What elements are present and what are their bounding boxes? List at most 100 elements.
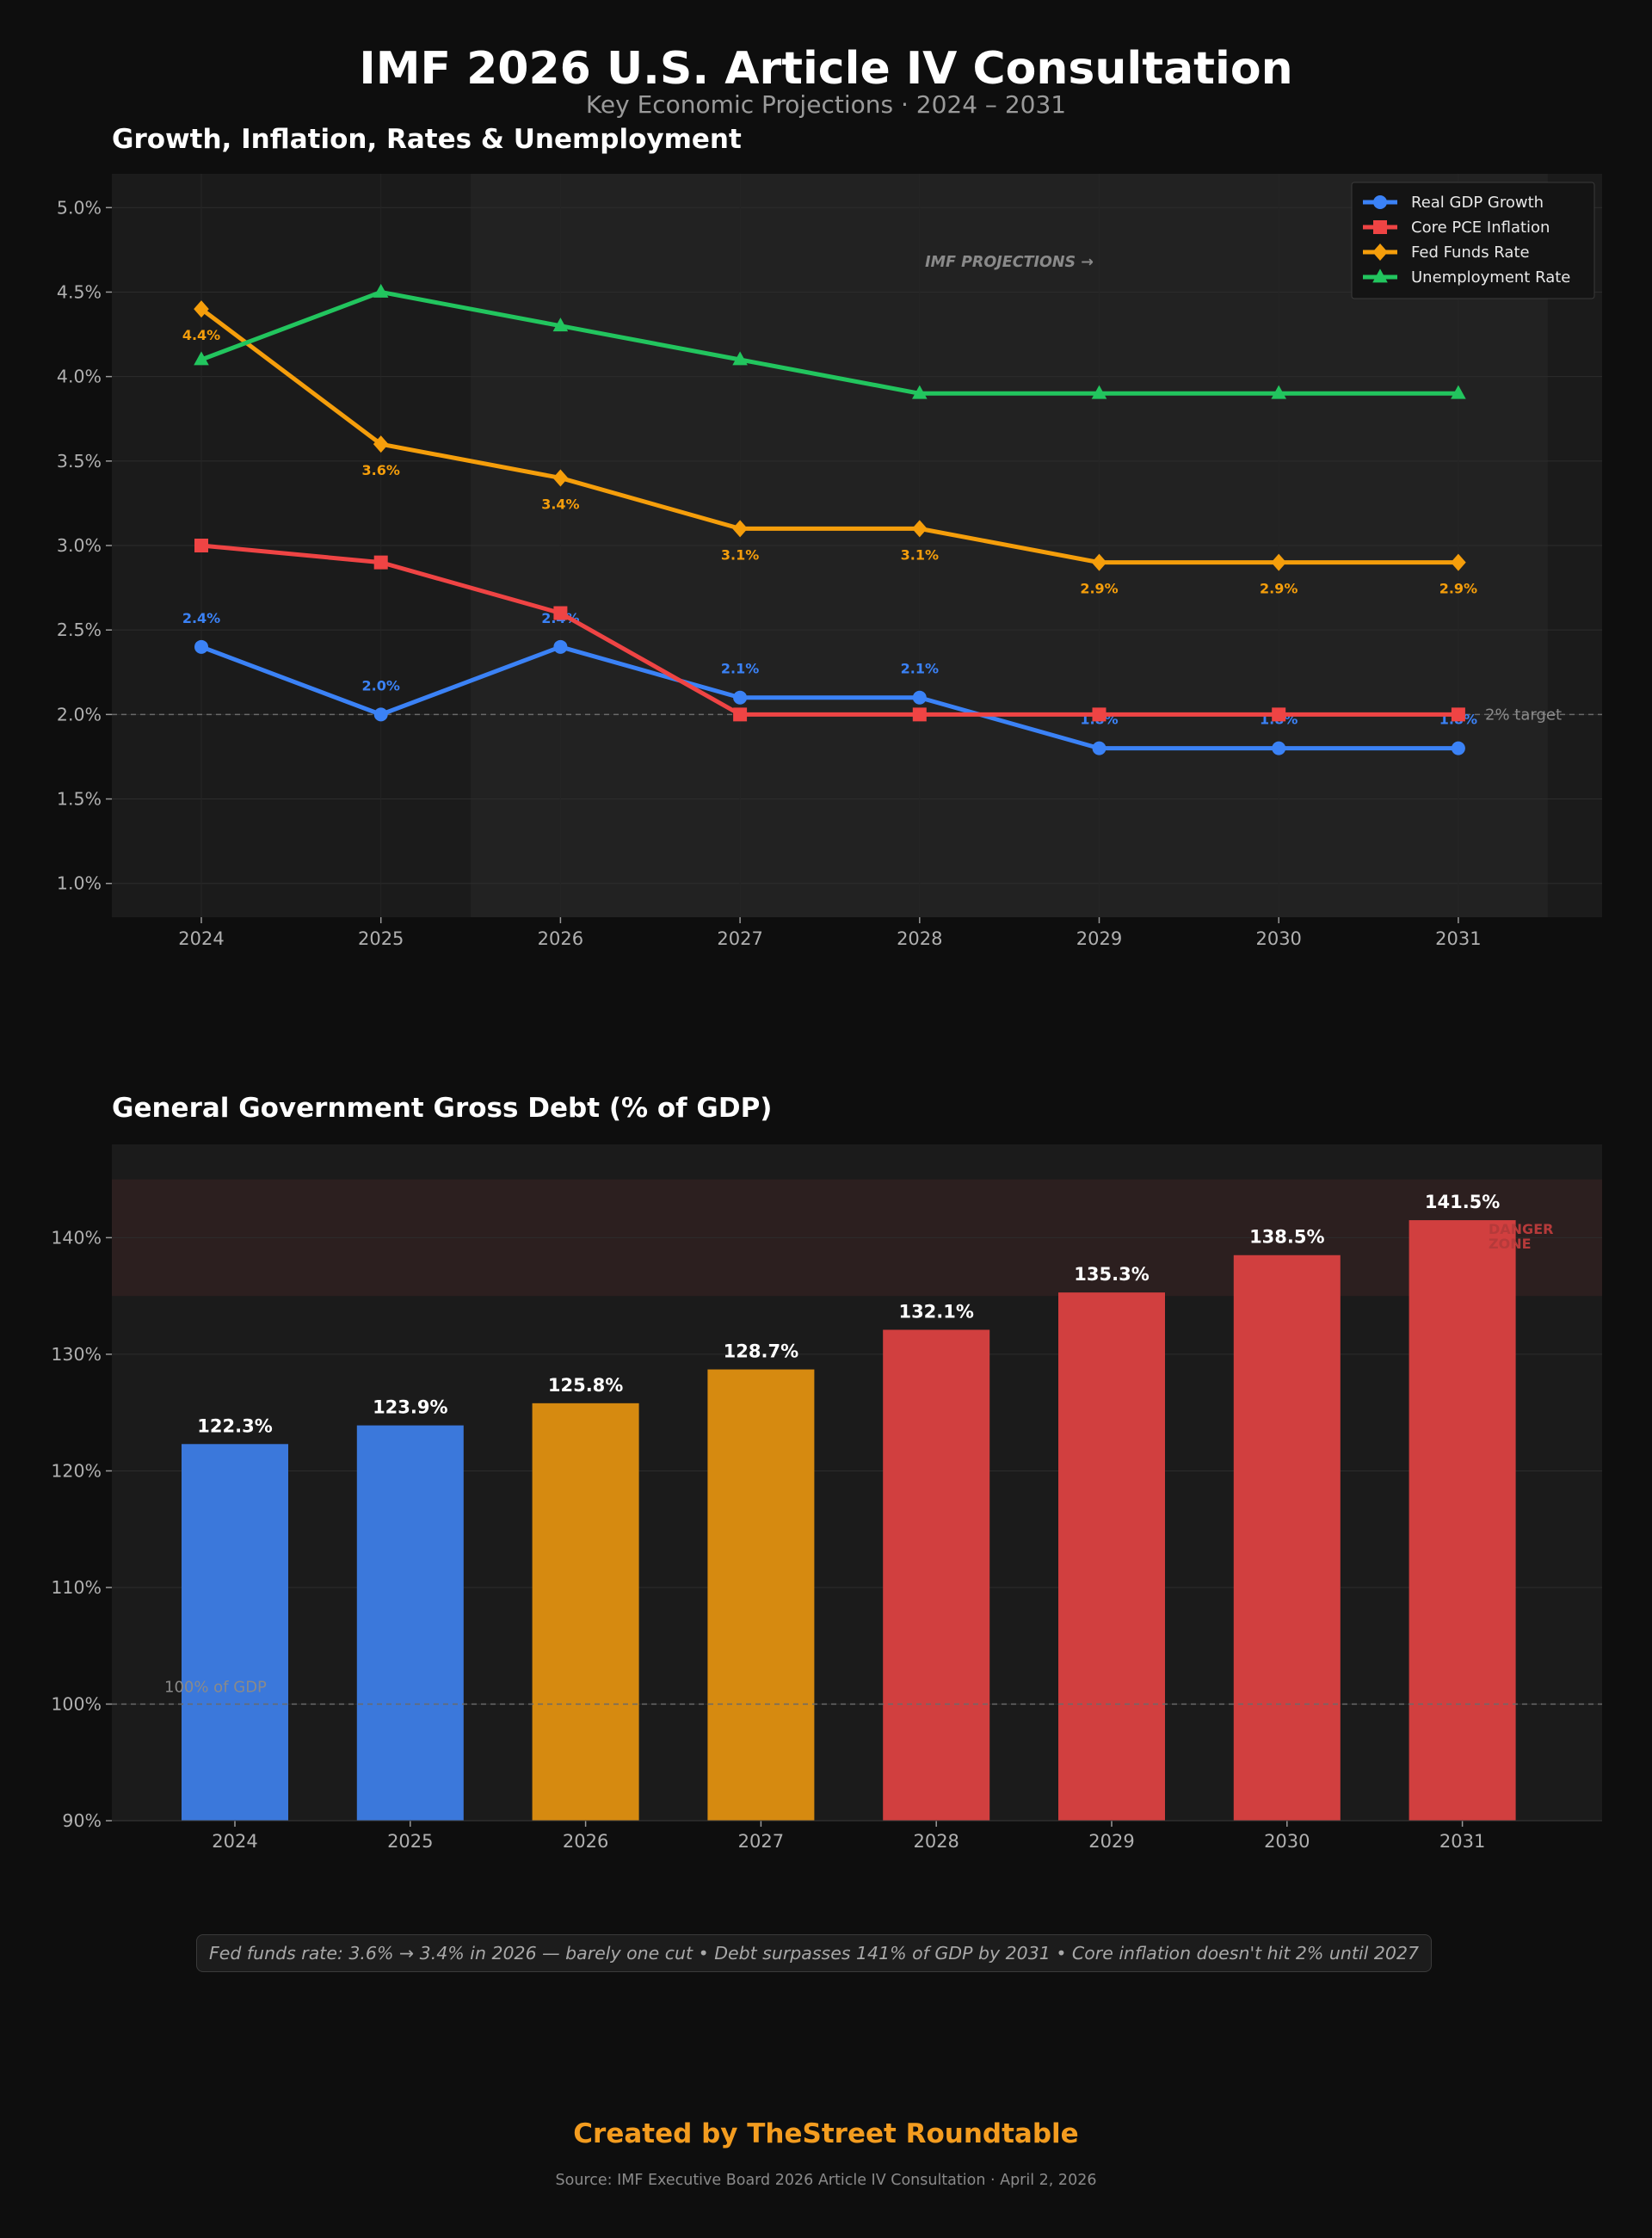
data-label: 2.9% [1080,581,1118,597]
page-title: IMF 2026 U.S. Article IV Consultation [359,43,1293,95]
reference-label: 100% of GDP [164,1678,267,1696]
bar-value-label: 122.3% [197,1415,272,1436]
y-tick-label: 90% [62,1810,102,1831]
bar-value-label: 128.7% [724,1341,798,1362]
x-tick-label: 2031 [1435,928,1481,949]
y-tick-label: 5.0% [57,197,102,218]
x-tick-label: 2030 [1255,928,1301,949]
series-line [200,307,1458,565]
data-point [1451,553,1466,571]
data-point [733,690,748,705]
source-note: Source: IMF Executive Board 2026 Article… [555,2172,1097,2189]
data-point [553,639,568,654]
data-label: 4.4% [182,327,220,343]
x-tick-label: 2031 [1439,1831,1485,1852]
y-tick-label: 3.0% [57,535,102,556]
x-tick-label: 2028 [897,928,942,949]
bar-value-label: 138.5% [1249,1227,1324,1248]
y-tick-label: 3.5% [57,451,102,472]
x-tick-label: 2025 [358,928,404,949]
data-point [1092,707,1106,722]
data-point [732,520,748,538]
y-tick-label: 2.5% [57,620,102,640]
data-point [1271,385,1286,399]
data-point [733,707,748,722]
data-point [1092,741,1106,755]
x-tick-label: 2026 [538,928,583,949]
data-point [194,539,208,552]
bar-value-label: 132.1% [898,1301,973,1322]
legend-label: Unemployment Rate [1411,268,1570,287]
series-line [200,543,1458,717]
x-tick-label: 2024 [212,1831,257,1852]
credit-text: Created by TheStreet Roundtable [573,2118,1079,2149]
data-point [553,606,568,620]
y-tick-label: 130% [51,1344,102,1365]
data-label: 2.9% [1260,581,1298,597]
data-point [732,351,748,366]
data-point [194,639,208,654]
debt-bar [1409,1220,1516,1821]
line-chart-title: Growth, Inflation, Rates & Unemployment [112,124,742,155]
y-tick-label: 4.5% [57,281,102,302]
legend-label: Core PCE Inflation [1411,219,1550,237]
y-tick-label: 1.5% [57,789,102,810]
data-label: 3.4% [541,496,579,512]
x-tick-label: 2024 [178,928,224,949]
series-fed-funds-rate: 4.4% 3.6% 3.4% 3.1% 3.1% 2.9% 2.9% 2.9% [182,300,1477,597]
y-tick-label: 110% [51,1577,102,1598]
debt-bar [182,1444,288,1821]
data-label: 3.1% [721,546,759,563]
y-tick-label: 1.0% [57,873,102,894]
data-point [912,520,928,538]
data-point [373,283,389,298]
x-tick-label: 2029 [1088,1831,1134,1852]
x-tick-label: 2028 [913,1831,959,1852]
data-label: 3.1% [901,546,939,563]
legend-box [1351,182,1595,299]
legend-label: Fed Funds Rate [1411,244,1530,262]
x-tick-label: 2029 [1076,928,1122,949]
data-label: 2.1% [721,661,759,677]
legend-label: Real GDP Growth [1411,194,1544,212]
macro-line-chart: IMF PROJECTIONS → 1.0% 1.5% 2.0% 2.5% 3.0% 3.5… [57,174,1602,949]
data-label: 2.1% [901,661,939,677]
bar-value-label: 123.9% [373,1397,447,1418]
data-point [1451,385,1466,399]
x-tick-label: 2030 [1264,1831,1310,1852]
data-point [373,555,388,570]
x-tick-label: 2027 [717,928,762,949]
data-label: 2.4% [182,610,220,626]
data-label: 3.6% [362,462,400,478]
y-tick-label: 2.0% [57,704,102,724]
debt-bar [532,1403,639,1821]
data-point [912,385,928,399]
insight-banner: Fed funds rate: 3.6% → 3.4% in 2026 — ba… [196,1934,1432,1972]
y-tick-label: 120% [51,1460,102,1481]
series-unemployment-rate [194,283,1466,399]
debt-bar [707,1369,815,1821]
debt-bar [1233,1255,1341,1821]
debt-bar [356,1425,464,1821]
bar-value-label: 141.5% [1425,1192,1500,1212]
data-point [194,351,209,366]
legend-marker [1372,244,1388,261]
debt-bar [1058,1292,1165,1821]
legend-marker [1373,195,1387,209]
data-point [373,707,388,722]
data-point [1091,553,1107,571]
y-tick-label: 4.0% [57,367,102,387]
bar-value-label: 125.8% [548,1375,623,1396]
data-label: 2.0% [362,677,400,694]
data-point [1272,741,1286,755]
bar-value-label: 135.3% [1074,1264,1149,1285]
danger-zone-label: DANGER [1489,1221,1553,1237]
data-point [373,435,389,453]
series-core-pce-inflation [194,539,1465,722]
data-point [1451,707,1465,722]
legend-marker [1373,220,1387,234]
data-point [1451,741,1465,755]
target-label: 2% target [1485,706,1562,724]
data-point [1091,385,1107,399]
series-line [200,289,1458,396]
